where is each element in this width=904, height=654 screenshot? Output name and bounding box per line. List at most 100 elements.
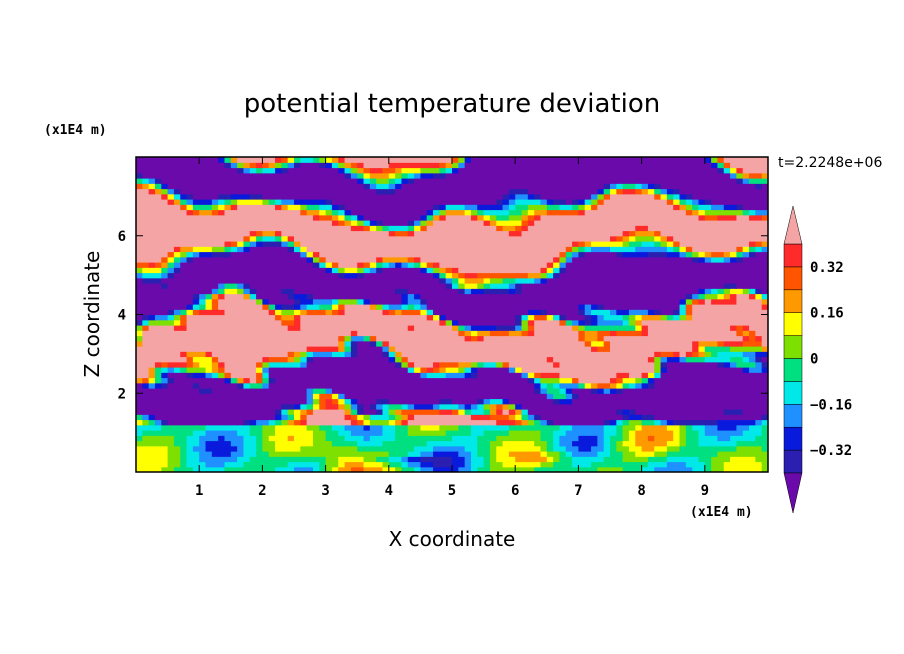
field-cell (717, 424, 725, 431)
field-cell (401, 246, 409, 253)
field-cell (679, 262, 687, 268)
field-cell (591, 466, 598, 472)
field-cell (300, 288, 308, 295)
field-cell (515, 377, 523, 384)
field-cell (647, 246, 655, 253)
field-cell (736, 309, 744, 316)
field-cell (281, 419, 289, 426)
field-cell (515, 241, 523, 247)
field-cell (300, 220, 308, 226)
field-cell (180, 377, 188, 384)
field-cell (287, 309, 295, 316)
field-cell (508, 388, 516, 394)
field-cell (300, 230, 308, 237)
field-cell (755, 335, 763, 342)
field-cell (350, 288, 358, 295)
field-cell (660, 382, 668, 389)
field-cell (224, 414, 232, 421)
field-cell (306, 456, 314, 463)
field-cell (439, 262, 447, 268)
field-cell (230, 283, 238, 289)
field-cell (452, 325, 459, 331)
field-cell (281, 272, 289, 279)
field-cell (268, 430, 276, 436)
field-cell (154, 251, 162, 258)
field-cell (287, 241, 295, 247)
field-cell (433, 388, 440, 394)
field-cell (622, 251, 630, 258)
field-cell (730, 330, 737, 337)
field-cell (730, 367, 737, 373)
field-cell (243, 424, 251, 431)
field-cell (597, 246, 605, 253)
field-cell (161, 382, 169, 389)
field-cell (508, 220, 516, 226)
field-cell (641, 340, 649, 347)
field-cell (395, 309, 403, 316)
field-cell (312, 283, 320, 289)
field-cell (470, 414, 478, 421)
field-cell (660, 361, 668, 368)
field-cell (458, 414, 466, 421)
field-cell (698, 288, 706, 295)
field-cell (736, 466, 744, 472)
field-cell (224, 335, 232, 342)
field-cell (338, 214, 346, 221)
field-cell (666, 419, 674, 426)
field-cell (180, 430, 188, 436)
field-cell (559, 314, 567, 321)
field-cell (553, 325, 561, 331)
field-cell (483, 335, 491, 342)
field-cell (635, 220, 643, 226)
field-cell (161, 456, 169, 463)
field-cell (312, 435, 320, 442)
field-cell (230, 445, 238, 452)
field-cell (717, 214, 725, 221)
field-cell (243, 335, 251, 342)
field-cell (357, 298, 365, 305)
field-cell (540, 293, 548, 300)
field-cell (489, 246, 497, 253)
field-cell (761, 340, 768, 347)
field-cell (294, 298, 301, 305)
field-cell (521, 419, 529, 426)
field-cell (527, 419, 535, 426)
field-cell (439, 388, 447, 394)
field-cell (205, 461, 213, 468)
field-cell (300, 267, 308, 274)
field-cell (736, 398, 744, 405)
field-cell (230, 435, 238, 442)
field-cell (553, 298, 561, 305)
field-cell (723, 414, 731, 421)
field-cell (685, 398, 693, 405)
field-cell (508, 451, 516, 457)
field-cell (704, 335, 712, 342)
field-cell (521, 356, 529, 363)
field-cell (553, 314, 561, 321)
field-cell (243, 214, 251, 221)
field-cell (192, 262, 200, 268)
field-cell (350, 356, 358, 363)
field-cell (679, 225, 687, 232)
field-cell (218, 304, 226, 310)
field-cell (249, 246, 257, 253)
field-cell (565, 346, 573, 352)
field-cell (755, 214, 763, 221)
field-cell (230, 220, 238, 226)
field-cell (167, 309, 175, 316)
field-cell (761, 319, 768, 326)
field-cell (331, 435, 339, 442)
field-cell (230, 466, 238, 472)
field-cell (540, 367, 548, 373)
field-cell (704, 414, 712, 421)
field-cell (628, 272, 636, 279)
field-cell (376, 267, 384, 274)
field-cell (281, 214, 289, 221)
field-cell (154, 356, 162, 363)
field-cell (711, 430, 719, 436)
field-cell (452, 241, 459, 247)
field-cell (553, 430, 561, 436)
field-cell (369, 440, 377, 447)
field-cell (357, 388, 365, 394)
field-cell (256, 466, 263, 472)
